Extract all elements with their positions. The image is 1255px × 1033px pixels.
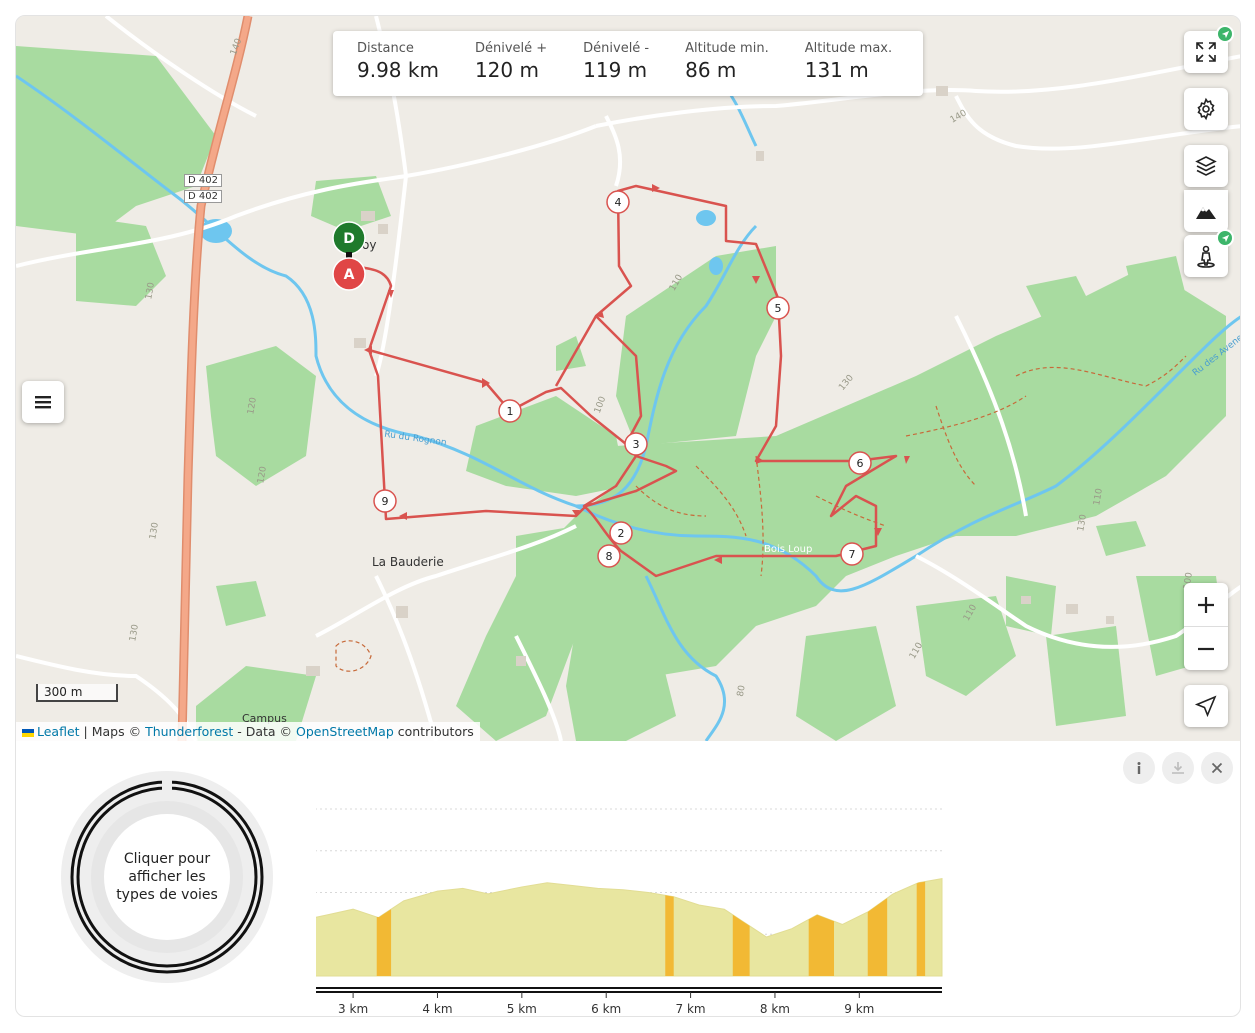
stat-label: Altitude min. (685, 41, 769, 56)
stat-altitude-max: Altitude max. 131 m (805, 41, 892, 96)
place-label-la-bauderie: La Bauderie (372, 555, 444, 569)
minus-icon (1198, 647, 1214, 650)
scale-bar: 300 m (36, 684, 118, 702)
forest-tracks (335, 355, 1187, 672)
close-icon (1211, 762, 1223, 774)
hamburger-icon (35, 396, 51, 409)
stat-label: Altitude max. (804, 41, 893, 56)
map-tiles[interactable] (16, 16, 1241, 741)
download-icon (1172, 762, 1184, 774)
gps-badge-icon (1216, 25, 1234, 43)
info-icon (1137, 762, 1141, 774)
place-label-campus: Campus (242, 712, 287, 725)
zoom-divider (1184, 626, 1228, 627)
close-button[interactable] (1201, 752, 1233, 784)
stat-altitude-min: Altitude min. 86 m (685, 41, 769, 96)
steep-segment (376, 909, 392, 976)
map-view[interactable]: D 402 D 402 La Bauderie Bois Loup Campus… (16, 16, 1241, 741)
stat-label: Dénivelé + (474, 41, 548, 56)
map-attribution: Leaflet | Maps © Thunderforest - Data © … (16, 722, 480, 741)
place-label-bois-loup: Bois Loup (764, 544, 813, 555)
download-button[interactable] (1162, 752, 1194, 784)
main-road-d402-fill (179, 16, 251, 741)
street-view-button[interactable] (1184, 229, 1234, 277)
stat-value: 119 m (583, 58, 648, 82)
gps-badge-icon (1216, 229, 1234, 247)
x-tick-label: 7 km (676, 1002, 706, 1016)
road-label-d402-bottom: D 402 (184, 190, 222, 203)
leaflet-link[interactable]: Leaflet (37, 724, 80, 739)
zoom-in-button[interactable] (1184, 583, 1228, 626)
stat-label: Dénivelé - (583, 41, 650, 56)
attribution-text: - Data © (233, 724, 297, 739)
contour-label: 80 (735, 684, 748, 698)
navigation-arrow-icon (1194, 695, 1217, 718)
stat-value: 131 m (804, 58, 869, 82)
mountain-icon (1196, 207, 1216, 219)
steep-segment (732, 914, 750, 976)
route-planner: D 402 D 402 La Bauderie Bois Loup Campus… (15, 15, 1241, 1017)
stat-distance: Distance 9.98 km (357, 41, 439, 96)
road-label-d402-top: D 402 (184, 174, 222, 187)
terrain-button[interactable] (1184, 190, 1228, 232)
route-line (348, 184, 898, 578)
elevation-panel: Cliquer pour afficher les types de voies… (16, 741, 1240, 1016)
ukraine-flag-icon (22, 728, 34, 737)
x-tick-label: 3 km (338, 1002, 368, 1016)
expand-icon (1196, 42, 1216, 62)
attribution-text: contributors (393, 724, 474, 739)
road-types-donut[interactable]: Cliquer pour afficher les types de voies (58, 768, 276, 986)
route-stats: Distance 9.98 km Dénivelé + 120 m Dénive… (333, 31, 923, 96)
zoom-control (1184, 583, 1228, 670)
pegman-icon (1197, 245, 1215, 268)
steep-segment (665, 895, 674, 976)
zoom-out-button[interactable] (1184, 627, 1228, 670)
donut-ring (61, 771, 273, 983)
place-label-oy: oy (362, 238, 377, 252)
gear-icon (1197, 97, 1215, 121)
attribution-text: | Maps © (79, 724, 146, 739)
buildings (306, 86, 1114, 676)
stat-label: Distance (357, 41, 414, 56)
x-tick-label: 6 km (591, 1002, 621, 1016)
x-tick-label: 5 km (507, 1002, 537, 1016)
stat-value: 120 m (474, 58, 539, 82)
x-tick-label: 8 km (760, 1002, 790, 1016)
settings-button[interactable] (1184, 88, 1228, 130)
stat-value: 86 m (685, 58, 737, 82)
elevation-profile-chart[interactable]: 180 m150 m120 m90 m60 m 0 m1 km2 km3 km4… (316, 771, 1236, 1016)
stat-elevation-gain: Dénivelé + 120 m (475, 41, 547, 96)
locate-button[interactable] (1184, 685, 1228, 727)
layers-icon (1195, 156, 1217, 176)
stat-elevation-loss: Dénivelé - 119 m (583, 41, 649, 96)
layers-button[interactable] (1184, 145, 1228, 187)
x-tick-label: 9 km (844, 1002, 874, 1016)
menu-button[interactable] (22, 381, 64, 423)
steep-segment (808, 914, 835, 976)
info-button[interactable] (1123, 752, 1155, 784)
stat-value: 9.98 km (357, 58, 439, 82)
plus-icon (1198, 596, 1214, 613)
openstreetmap-link[interactable]: OpenStreetMap (296, 724, 394, 739)
steep-segment (867, 898, 888, 976)
x-tick-label: 4 km (422, 1002, 452, 1016)
steep-segment (916, 881, 926, 976)
fullscreen-button[interactable] (1184, 25, 1234, 73)
thunderforest-link[interactable]: Thunderforest (145, 724, 234, 739)
donut-prompt: Cliquer pour afficher les types de voies (116, 851, 218, 903)
elevation-area (316, 877, 943, 977)
